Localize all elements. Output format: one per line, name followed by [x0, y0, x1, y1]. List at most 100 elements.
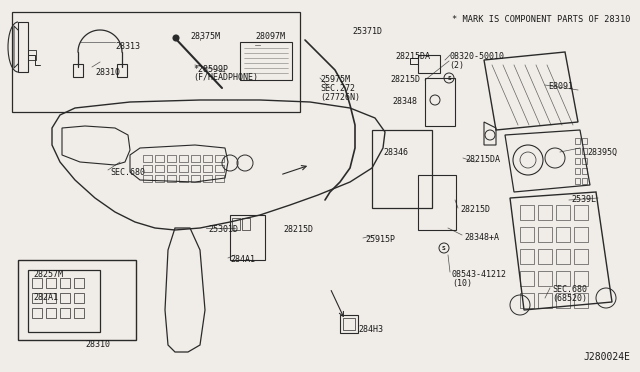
Bar [582, 138, 587, 144]
Text: 28310: 28310 [85, 340, 110, 349]
Bar [117, 64, 127, 77]
Bar [574, 271, 588, 286]
Text: SEC.680: SEC.680 [552, 285, 587, 294]
Text: S: S [447, 76, 451, 80]
Text: 25301D: 25301D [208, 225, 238, 234]
Text: 08543-41212: 08543-41212 [452, 270, 507, 279]
Bar [143, 175, 152, 182]
Bar [46, 308, 56, 318]
Bar [340, 315, 358, 333]
Text: 28395Q: 28395Q [587, 148, 617, 157]
Bar [74, 278, 84, 288]
Bar [574, 227, 588, 242]
Bar [538, 249, 552, 264]
Bar [372, 130, 432, 208]
Bar [520, 205, 534, 220]
Bar [232, 218, 240, 230]
Bar [520, 293, 534, 308]
Bar [32, 293, 42, 303]
Bar [167, 165, 176, 172]
Bar [155, 165, 164, 172]
Text: 08320-50010: 08320-50010 [449, 52, 504, 61]
Bar [32, 278, 42, 288]
Bar [191, 175, 200, 182]
Bar [582, 158, 587, 164]
Bar [155, 155, 164, 162]
Bar [556, 249, 570, 264]
Bar [215, 155, 224, 162]
Bar [538, 205, 552, 220]
Bar [167, 175, 176, 182]
Bar [240, 42, 292, 80]
Bar [574, 249, 588, 264]
Bar [538, 293, 552, 308]
Text: * MARK IS COMPONENT PARTS OF 28310: * MARK IS COMPONENT PARTS OF 28310 [451, 15, 630, 24]
Bar [582, 168, 587, 174]
Bar [203, 155, 212, 162]
Bar [343, 318, 355, 330]
Bar [425, 78, 455, 126]
Bar [73, 64, 83, 77]
Bar [155, 175, 164, 182]
Bar [46, 293, 56, 303]
Text: (F/HEADPHONE): (F/HEADPHONE) [193, 73, 258, 82]
Bar [28, 50, 36, 60]
Bar [191, 165, 200, 172]
Bar [60, 278, 70, 288]
Text: *28599P: *28599P [193, 65, 228, 74]
Text: 28215D: 28215D [283, 225, 313, 234]
Text: 284H3: 284H3 [358, 325, 383, 334]
Text: (27726N): (27726N) [320, 93, 360, 102]
Bar [60, 308, 70, 318]
Text: SEC.272: SEC.272 [320, 84, 355, 93]
Bar [18, 260, 136, 340]
Bar [575, 178, 580, 184]
Text: SEC.680: SEC.680 [110, 168, 145, 177]
Bar [215, 175, 224, 182]
Text: J280024E: J280024E [583, 352, 630, 362]
Bar [556, 271, 570, 286]
Bar [28, 270, 100, 332]
Text: 25975M: 25975M [320, 75, 350, 84]
Bar [418, 55, 440, 73]
Text: E8091: E8091 [548, 82, 573, 91]
Text: 28215DA: 28215DA [395, 52, 430, 61]
Bar [60, 293, 70, 303]
Text: 25915P: 25915P [365, 235, 395, 244]
Bar [230, 215, 265, 260]
Bar [215, 165, 224, 172]
Text: 28346: 28346 [383, 148, 408, 157]
Text: (10): (10) [452, 279, 472, 288]
Bar [242, 218, 250, 230]
Text: 2539L: 2539L [571, 195, 596, 204]
Text: 28215D: 28215D [390, 75, 420, 84]
Bar [520, 249, 534, 264]
Text: 28257M: 28257M [33, 270, 63, 279]
Bar [556, 205, 570, 220]
Bar [538, 271, 552, 286]
Text: 28348+A: 28348+A [464, 233, 499, 242]
Bar [520, 227, 534, 242]
Text: 282A1: 282A1 [33, 293, 58, 302]
Bar [167, 155, 176, 162]
Bar [203, 175, 212, 182]
Bar [12, 12, 300, 112]
Bar [574, 205, 588, 220]
Text: 28310: 28310 [95, 68, 120, 77]
Bar [46, 278, 56, 288]
Bar [143, 155, 152, 162]
Text: 28375M: 28375M [190, 32, 220, 41]
Text: (2): (2) [449, 61, 464, 70]
Text: 28097M: 28097M [255, 32, 285, 41]
Bar [575, 168, 580, 174]
Circle shape [173, 35, 179, 41]
Text: 284A1: 284A1 [230, 255, 255, 264]
Bar [520, 271, 534, 286]
Text: 28215DA: 28215DA [465, 155, 500, 164]
Bar [32, 308, 42, 318]
Text: (68520): (68520) [552, 294, 587, 303]
Bar [575, 158, 580, 164]
Bar [582, 178, 587, 184]
Text: 28348: 28348 [392, 97, 417, 106]
Bar [575, 148, 580, 154]
